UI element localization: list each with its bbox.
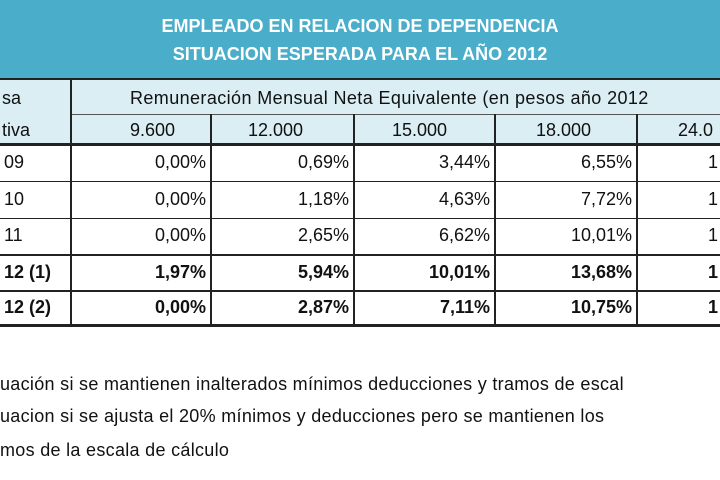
cell-value: 0,00% (154, 297, 206, 317)
cell-value: 0,00% (154, 225, 206, 245)
rule-col-0 (70, 78, 72, 326)
table-title-band: EMPLEADO EN RELACION DE DEPENDENCIA SITU… (0, 0, 720, 78)
rule-row-4 (0, 290, 720, 292)
cell-value: 3,44% (438, 152, 490, 172)
row-label: 12 (2) (4, 297, 52, 317)
column-header-5: 24.0 (678, 120, 714, 140)
cell-value: 1,18% (297, 189, 349, 209)
cell-value: 0,00% (154, 152, 206, 172)
rule-col-1 (210, 114, 212, 326)
cell-value: 2,65% (297, 225, 349, 245)
cell-value: 2,87% (297, 297, 349, 317)
column-header-3: 15.000 (392, 120, 448, 140)
footnote-2: uacion si se ajusta el 20% mínimos y ded… (0, 406, 605, 426)
cell-value: 1 (708, 262, 719, 282)
rule-header-top (0, 78, 720, 80)
rule-row-3 (0, 254, 720, 256)
cell-value: 10,01% (570, 225, 632, 245)
cell-value: 0,69% (297, 152, 349, 172)
column-group-header: Remuneración Mensual Neta Equivalente (e… (130, 88, 649, 108)
table-title-line-2: SITUACION ESPERADA PARA EL AÑO 2012 (172, 44, 548, 64)
cell-value: 1 (708, 225, 719, 245)
row-label-header-bottom: tiva (2, 120, 31, 140)
rule-header-bottom (0, 143, 720, 146)
cell-value: 5,94% (297, 262, 349, 282)
cell-value: 1 (708, 189, 719, 209)
rule-table-bottom (0, 324, 720, 327)
cell-value: 1 (708, 297, 719, 317)
cell-value: 1,97% (154, 262, 206, 282)
cell-value: 6,55% (580, 152, 632, 172)
row-label: 11 (4, 225, 23, 245)
row-label: 10 (4, 189, 25, 209)
rule-header-mid (72, 114, 720, 115)
cell-value: 7,72% (580, 189, 632, 209)
column-header-2: 12.000 (248, 120, 304, 140)
row-label: 09 (4, 152, 25, 172)
cell-value: 1 (708, 152, 719, 172)
row-label-header-top: sa (2, 88, 22, 108)
cell-value: 10,75% (570, 297, 632, 317)
footnote-3: mos de la escala de cálculo (0, 440, 230, 460)
row-label: 12 (1) (4, 262, 52, 282)
rule-row-2 (0, 218, 720, 219)
table-title-line-1: EMPLEADO EN RELACION DE DEPENDENCIA (161, 16, 559, 36)
rule-col-4 (636, 114, 638, 326)
rule-col-3 (494, 114, 496, 326)
table-header-background (0, 78, 720, 144)
cell-value: 10,01% (428, 262, 490, 282)
rule-row-1 (0, 181, 720, 182)
footnote-1: uación si se mantienen inalterados mínim… (0, 374, 624, 394)
rule-col-2 (353, 114, 355, 326)
cell-value: 7,11% (439, 297, 490, 317)
cell-value: 0,00% (154, 189, 206, 209)
column-header-4: 18.000 (536, 120, 592, 140)
cell-value: 6,62% (438, 225, 490, 245)
column-header-1: 9.600 (130, 120, 176, 140)
cell-value: 13,68% (570, 262, 632, 282)
cell-value: 4,63% (438, 189, 490, 209)
